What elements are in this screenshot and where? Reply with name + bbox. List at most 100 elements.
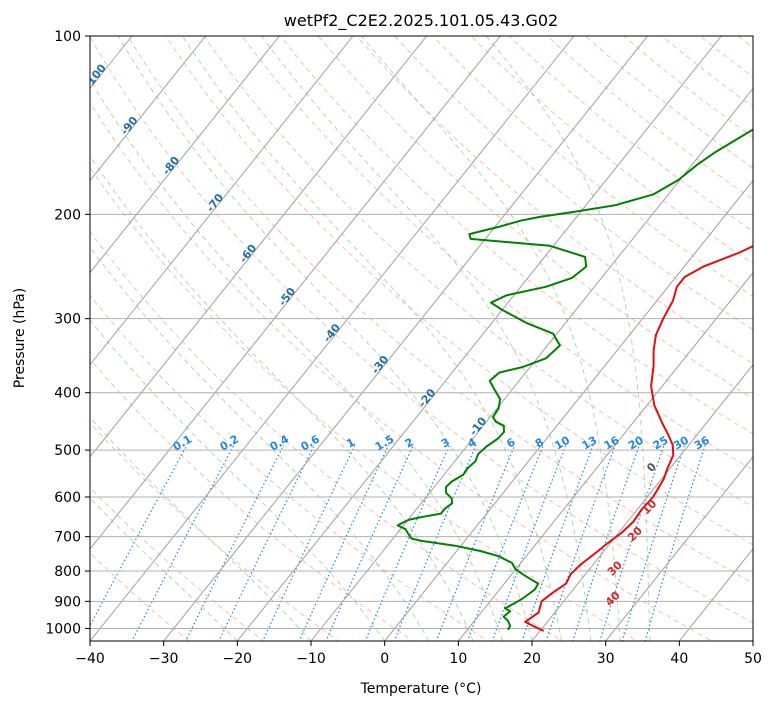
- mixing-ratio-label: 8: [533, 436, 546, 451]
- dry-adiabat: [394, 36, 753, 331]
- isotherm: [605, 456, 753, 641]
- isotherm-label: -20: [416, 386, 439, 410]
- dry-adiabat: [203, 36, 753, 508]
- dry-adiabat-label: 0: [644, 460, 659, 475]
- isotherm-label: -10: [467, 414, 490, 438]
- isotherm-label: -70: [204, 191, 227, 215]
- isotherm: [90, 36, 428, 458]
- x-tick-label: 0: [380, 651, 389, 667]
- dry-adiabat: [90, 36, 753, 624]
- mixing-ratio-line: [599, 444, 665, 641]
- mixing-ratio-label: 1: [344, 436, 357, 451]
- isotherm-label: -90: [118, 114, 141, 138]
- mixing-ratio-line: [393, 444, 477, 641]
- y-tick-label: 100: [54, 29, 81, 45]
- y-tick-label: 400: [54, 386, 81, 402]
- moist-adiabat: [90, 155, 474, 641]
- dry-adiabat: [90, 102, 713, 641]
- isotherm-label: -30: [369, 353, 392, 377]
- isotherm: [90, 36, 280, 274]
- profile-series: [396, 128, 753, 632]
- mixing-ratio-line: [90, 444, 188, 627]
- moist-adiabats: [90, 36, 651, 641]
- moist-adiabat: [90, 78, 503, 641]
- x-axis-label: Temperature (°C): [360, 681, 482, 697]
- x-tick-label: −30: [149, 651, 179, 667]
- moist-adiabat-label: 40: [603, 589, 623, 609]
- isotherm: [384, 179, 753, 641]
- y-axis-label: Pressure (hPa): [12, 288, 28, 388]
- isotherm: [678, 548, 753, 641]
- moist-adiabat: [261, 36, 592, 641]
- isotherm: [752, 640, 753, 641]
- mixing-ratio-line: [466, 444, 544, 641]
- dry-adiabat: [241, 36, 753, 471]
- y-tick-label: 500: [54, 443, 81, 459]
- moist-adiabat: [485, 36, 651, 641]
- isotherm: [163, 36, 649, 641]
- dry-adiabat: [90, 486, 265, 641]
- dry-adiabat: [90, 166, 639, 641]
- mixing-ratio-line: [185, 444, 285, 641]
- x-tick-label: 20: [523, 651, 541, 667]
- chart-title: wetPf2_C2E2.2025.101.05.43.G02: [284, 11, 558, 31]
- moist-adiabat: [361, 36, 621, 641]
- x-tick-label: 50: [744, 651, 762, 667]
- moist-adiabat: [117, 36, 533, 641]
- moist-adiabat: [90, 246, 430, 641]
- isotherms: [0, 36, 753, 641]
- x-tick-label: −40: [75, 651, 105, 667]
- x-axis-ticks: −40 −30 −20 −10 0 10 20 30 40 50: [75, 641, 762, 667]
- pressure-gridlines: [90, 36, 753, 629]
- dry-adiabat: [127, 36, 753, 585]
- moist-adiabat: [90, 497, 238, 641]
- moist-adiabat: [181, 36, 562, 641]
- isotherm: [310, 87, 753, 641]
- x-tick-label: 40: [670, 651, 688, 667]
- dry-adiabat: [90, 230, 564, 641]
- mixing-ratio-line: [364, 444, 451, 641]
- dry-adiabat: [584, 36, 753, 169]
- isotherm: [90, 36, 575, 641]
- y-tick-label: 1000: [45, 621, 81, 637]
- dry-adiabat: [622, 36, 753, 138]
- isotherm: [236, 36, 722, 641]
- x-tick-label: 10: [449, 651, 467, 667]
- y-tick-label: 200: [54, 207, 81, 223]
- plot-area: -100-90-80-70-60-50-40-30-20-100.1 0.2 0.4…: [0, 23, 775, 653]
- isotherm-label: -100: [82, 61, 110, 91]
- dry-adiabat: [759, 23, 775, 653]
- dry-adiabat: [90, 552, 190, 641]
- dewpoint-line: [396, 128, 753, 631]
- isotherm-label: -80: [160, 154, 183, 178]
- isotherm: [90, 36, 207, 182]
- dry-adiabat: [508, 36, 753, 232]
- x-tick-label: 30: [597, 651, 615, 667]
- dry-adiabat: [165, 36, 753, 546]
- mixing-ratio-lines: [90, 444, 706, 641]
- plot-frame: [89, 35, 754, 642]
- mixing-ratio-line: [262, 444, 356, 641]
- isotherm-label: -60: [237, 242, 260, 266]
- dry-adiabat: [90, 358, 414, 641]
- isotherm: [90, 36, 501, 550]
- mixing-ratio-line: [545, 444, 616, 641]
- isotherm: [0, 36, 58, 641]
- y-axis-ticks: 100 200 300 400 500 600 700 800 900 1000: [45, 29, 90, 637]
- moist-adiabat-label: 30: [605, 558, 625, 578]
- mixing-ratio-line: [572, 444, 641, 641]
- dry-adiabat: [317, 36, 753, 400]
- isotherm: [90, 36, 354, 366]
- y-tick-label: 700: [54, 530, 81, 546]
- moist-adiabat-label: 10: [639, 497, 659, 517]
- dry-adiabat: [470, 36, 753, 265]
- x-tick-label: −10: [296, 651, 326, 667]
- y-tick-label: 800: [54, 564, 81, 580]
- x-tick-label: −20: [223, 651, 253, 667]
- mixing-ratio-line: [218, 444, 316, 641]
- dry-adiabat: [546, 36, 753, 200]
- y-tick-label: 900: [54, 594, 81, 610]
- temperature-line: [524, 245, 753, 632]
- mixing-ratio-line: [491, 444, 567, 641]
